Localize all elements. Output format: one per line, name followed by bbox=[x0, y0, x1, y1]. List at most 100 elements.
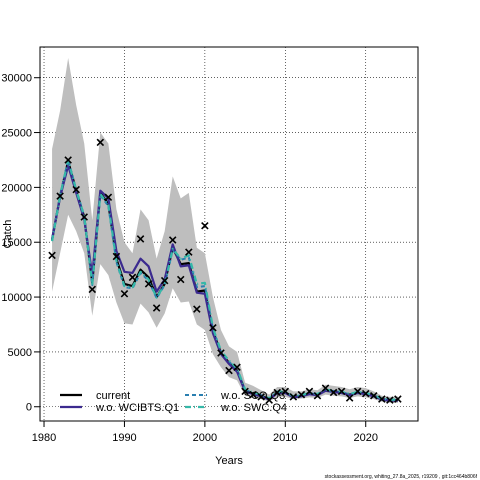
observed-point-stroke-b bbox=[337, 387, 346, 396]
plot-frame bbox=[39, 46, 419, 422]
observed-point-stroke-b bbox=[209, 324, 217, 332]
observed-point-stroke-b bbox=[120, 290, 129, 298]
observed-point-stroke-b bbox=[193, 305, 201, 313]
observed-point-2002 bbox=[217, 349, 225, 357]
observed-point-2010 bbox=[281, 387, 290, 396]
observed-point-stroke-b bbox=[128, 273, 137, 282]
observed-point-2006 bbox=[249, 390, 257, 399]
observed-point-2024 bbox=[394, 395, 402, 403]
observed-point-2022 bbox=[378, 395, 386, 403]
x-tick-label-2000: 2000 bbox=[193, 432, 217, 444]
observed-point-1982 bbox=[56, 192, 64, 200]
observed-point-stroke-b bbox=[168, 236, 177, 244]
x-tick-label-2010: 2010 bbox=[273, 432, 297, 444]
observed-point-stroke-b bbox=[104, 193, 113, 202]
observed-point-stroke-b bbox=[96, 138, 105, 147]
legend-label-current: current bbox=[96, 390, 130, 402]
observed-point-stroke-b bbox=[289, 393, 298, 401]
observed-point-2016 bbox=[329, 388, 338, 397]
y-tick-label-10000: 10000 bbox=[1, 292, 32, 304]
observed-point-stroke-b bbox=[160, 276, 169, 285]
y-axis-title: Catch bbox=[2, 220, 14, 249]
observed-point-stroke-b bbox=[185, 248, 193, 256]
y-tick-label-5000: 5000 bbox=[8, 347, 32, 359]
observed-point-2013 bbox=[305, 387, 314, 396]
footer-caption: stockassessment.org, whiting_27.8a_2025,… bbox=[325, 474, 478, 480]
observed-point-1981 bbox=[48, 251, 56, 260]
observed-point-stroke-b bbox=[233, 363, 241, 372]
observed-point-1986 bbox=[88, 285, 97, 294]
grid bbox=[40, 47, 418, 421]
observed-point-2012 bbox=[297, 390, 306, 399]
x-tick-label-1980: 1980 bbox=[32, 432, 56, 444]
observed-point-stroke-b bbox=[249, 390, 257, 399]
observed-point-2023 bbox=[386, 396, 394, 404]
observed-point-stroke-b bbox=[112, 252, 121, 261]
x-axis: 1980 1990 2000 2010 2020 bbox=[32, 421, 378, 444]
observed-point-stroke-b bbox=[88, 285, 97, 294]
y-axis: 0 5000 10000 15000 20000 25000 30000 bbox=[1, 73, 40, 414]
observed-point-stroke-b bbox=[321, 384, 330, 392]
observed-point-2009 bbox=[273, 388, 282, 397]
observed-point-2014 bbox=[313, 392, 322, 400]
observed-point-2001 bbox=[209, 324, 217, 332]
observed-point-stroke-b bbox=[353, 387, 362, 396]
observed-point-2015 bbox=[321, 384, 330, 392]
observed-point-stroke-b bbox=[313, 392, 322, 400]
observed-point-stroke-b bbox=[297, 390, 306, 399]
legend-label-wo-wcibts-q1: w.o. WCIBTS.Q1 bbox=[95, 402, 179, 414]
observed-point-stroke-b bbox=[329, 388, 338, 397]
observed-point-1989 bbox=[112, 252, 121, 261]
confidence-band bbox=[52, 57, 398, 403]
observed-point-stroke-b bbox=[64, 156, 72, 164]
observed-point-2020 bbox=[361, 389, 370, 398]
y-tick-label-25000: 25000 bbox=[1, 128, 32, 140]
observed-point-stroke-b bbox=[386, 396, 394, 404]
observed-point-stroke-b bbox=[225, 366, 233, 375]
observed-point-1999 bbox=[193, 305, 201, 313]
observed-point-2011 bbox=[289, 393, 298, 401]
observed-point-2003 bbox=[225, 366, 233, 375]
observed-point-stroke-b bbox=[152, 304, 161, 312]
x-tick-label-1990: 1990 bbox=[112, 432, 136, 444]
observed-point-stroke-b bbox=[281, 387, 290, 396]
observed-point-1995 bbox=[160, 276, 169, 285]
observed-point-stroke-b bbox=[370, 392, 378, 400]
observed-point-1985 bbox=[80, 213, 88, 221]
observed-point-2021 bbox=[370, 392, 378, 400]
observed-point-1997 bbox=[176, 275, 185, 284]
observed-point-1990 bbox=[120, 290, 129, 298]
observed-point-1983 bbox=[64, 156, 72, 164]
x-tick-label-2020: 2020 bbox=[353, 432, 377, 444]
observed-points-layer bbox=[48, 138, 402, 404]
observed-point-stroke-b bbox=[144, 280, 153, 288]
observed-point-1996 bbox=[168, 236, 177, 244]
observed-point-stroke-b bbox=[80, 213, 88, 221]
observed-point-1993 bbox=[144, 280, 153, 288]
y-tick-label-0: 0 bbox=[26, 402, 32, 414]
observed-point-stroke-b bbox=[136, 235, 145, 243]
observed-point-stroke-b bbox=[48, 251, 56, 260]
y-tick-label-20000: 20000 bbox=[1, 182, 32, 194]
observed-point-stroke-b bbox=[201, 222, 209, 230]
observed-point-2018 bbox=[345, 394, 354, 402]
x-axis-title: Years bbox=[215, 455, 243, 467]
observed-point-1987 bbox=[96, 138, 105, 147]
y-tick-label-30000: 30000 bbox=[1, 73, 32, 85]
observed-point-2007 bbox=[257, 393, 265, 401]
y-tick-label-15000: 15000 bbox=[1, 237, 32, 249]
observed-point-1992 bbox=[136, 235, 145, 243]
observed-point-stroke-b bbox=[217, 349, 225, 357]
observed-point-stroke-b bbox=[394, 395, 402, 403]
observed-point-stroke-b bbox=[378, 395, 386, 403]
observed-point-stroke-b bbox=[257, 393, 265, 401]
observed-point-1988 bbox=[104, 193, 113, 202]
legend-label-wo-sco-q3: w.o. SCO.Q3 bbox=[220, 390, 285, 402]
observed-point-stroke-b bbox=[345, 394, 354, 402]
observed-point-stroke-b bbox=[305, 387, 314, 396]
observed-point-stroke-b bbox=[72, 185, 80, 194]
observed-point-stroke-b bbox=[361, 389, 370, 398]
confidence-band-layer bbox=[52, 57, 398, 403]
observed-point-2008 bbox=[265, 396, 273, 404]
